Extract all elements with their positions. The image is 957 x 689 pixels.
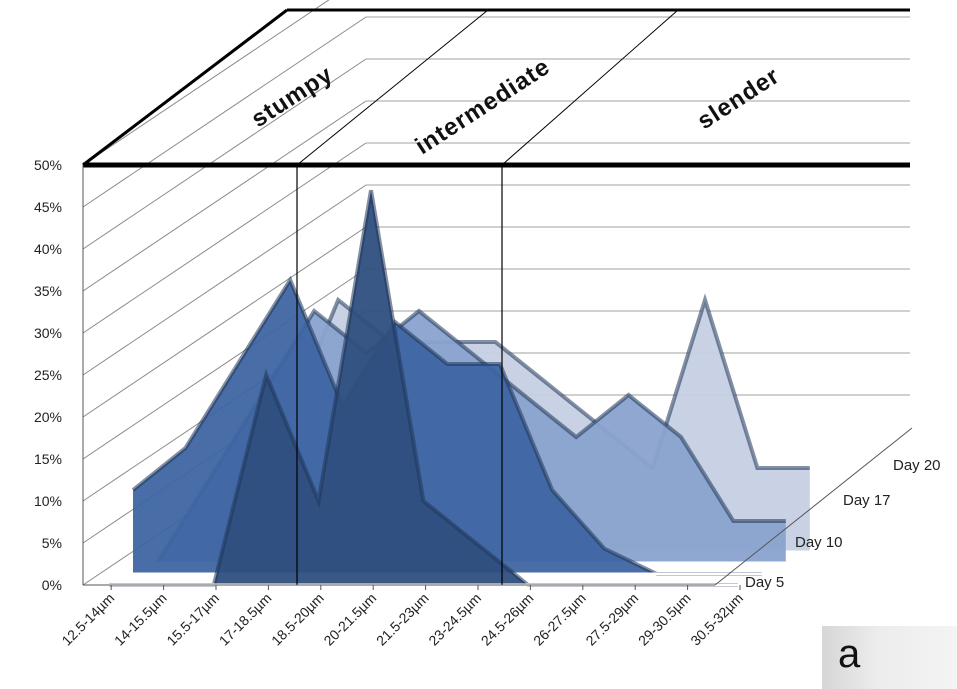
- zone-label-slender: slender: [693, 62, 785, 135]
- grid-line-diag: [82, 100, 367, 292]
- panel-label-text: a: [838, 632, 861, 676]
- y-tick-label: 50%: [34, 157, 62, 173]
- series-label-day-10: Day 10: [795, 534, 843, 551]
- y-tick-label: 20%: [34, 409, 62, 425]
- x-tick-label: 23-24.5µm: [425, 590, 484, 649]
- zone-label-stumpy: stumpy: [247, 61, 338, 133]
- gridlines: [82, 0, 910, 586]
- y-tick-label: 45%: [34, 199, 62, 215]
- x-tick-label: 24.5-26µm: [478, 590, 537, 649]
- zone-label-intermediate: intermediate: [411, 53, 555, 160]
- grid-line-diag: [82, 58, 367, 250]
- zone-divider: [501, 9, 679, 166]
- y-ticks: 0% 5% 10% 15% 20% 25% 30% 35% 40% 45% 50%: [34, 157, 62, 593]
- y-tick-label: 35%: [34, 283, 62, 299]
- grid-line-diag: [82, 268, 367, 460]
- x-tick-label: 21.5-23µm: [373, 590, 432, 649]
- zone-divider: [296, 9, 489, 166]
- series-label-day-17: Day 17: [843, 492, 891, 509]
- zone-box-left: [82, 8, 288, 167]
- x-tick-label: 29-30.5µm: [635, 590, 694, 649]
- x-tick-label: 17-18.5µm: [216, 590, 275, 649]
- x-tick-label: 12.5-14µm: [58, 590, 117, 649]
- x-tick-label: 14-15.5µm: [111, 590, 170, 649]
- y-tick-label: 10%: [34, 493, 62, 509]
- zone-box: [82, 8, 910, 168]
- zone-labels: stumpy intermediate slender: [247, 53, 785, 160]
- panel-label: a: [822, 626, 957, 689]
- x-tick-label: 30.5-32µm: [687, 590, 746, 649]
- y-tick-label: 0%: [42, 577, 62, 593]
- y-tick-label: 30%: [34, 325, 62, 341]
- y-tick-label: 15%: [34, 451, 62, 467]
- x-tick-label: 18.5-20µm: [268, 590, 327, 649]
- series-label-day-20: Day 20: [893, 457, 941, 474]
- series-label-day-5: Day 5: [745, 574, 784, 591]
- series-layer: [109, 165, 834, 587]
- axes: [82, 165, 913, 586]
- series-area-day-5: [109, 190, 738, 585]
- grid-line-diag: [82, 226, 367, 418]
- x-tick-label: 27.5-29µm: [582, 590, 641, 649]
- x-tick-label: 15.5-17µm: [163, 590, 222, 649]
- grid-line-diag: [82, 184, 367, 376]
- y-tick-label: 5%: [42, 535, 62, 551]
- grid-line-diag: [82, 0, 330, 166]
- x-ticks: 12.5-14µm14-15.5µm15.5-17µm17-18.5µm18.5…: [58, 585, 746, 649]
- series-ticks: Day 5 Day 10 Day 17 Day 20: [745, 457, 941, 591]
- grid-line-diag: [82, 16, 367, 208]
- z-axis: [714, 427, 913, 586]
- y-tick-label: 40%: [34, 241, 62, 257]
- y-tick-label: 25%: [34, 367, 62, 383]
- grid-line-diag: [82, 142, 367, 334]
- x-tick-label: 26-27.5µm: [530, 590, 589, 649]
- x-tick-label: 20-21.5µm: [320, 590, 379, 649]
